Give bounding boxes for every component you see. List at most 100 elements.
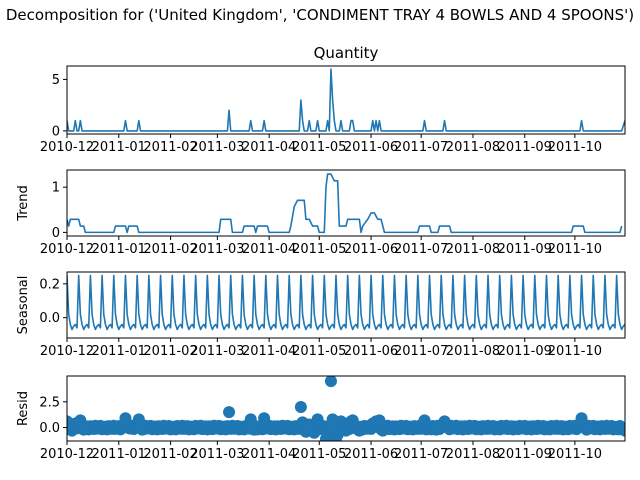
trend-ylabel: Trend [16,185,31,222]
figure-suptitle: Decomposition for ('United Kingdom', 'CO… [6,6,634,24]
observed-series [67,68,625,132]
trend-series [67,173,623,234]
seasonal-line [67,274,625,331]
resid-series [67,376,625,441]
resid-point [294,400,307,413]
observed-xtick-label: 2011-10 [548,140,602,155]
resid-ytick-label: 0.0 [39,421,60,436]
panels: Quantity052010-122011-012011-022011-0320… [16,44,626,462]
resid-ytick-label: 2.5 [39,395,60,410]
resid-ylabel: Resid [16,391,31,426]
panel-trend: Trend012010-122011-012011-022011-032011-… [16,169,626,257]
resid-point [308,426,321,439]
resid-xtick-label: 2011-05 [292,447,346,462]
observed-xtick-label: 2011-06 [344,140,398,155]
trend-xtick-label: 2011-04 [242,242,296,257]
resid-point [418,414,431,427]
resid-point [438,415,451,428]
observed-xtick-label: 2011-03 [190,140,244,155]
seasonal-xtick-label: 2011-01 [92,344,146,359]
trend-xtick-label: 2011-06 [344,242,398,257]
resid-point [619,424,625,437]
seasonal-xtick-label: 2011-06 [344,344,398,359]
panel-resid: Resid0.02.52010-122011-012011-022011-032… [16,375,626,462]
trend-ytick-label: 1 [52,181,60,196]
seasonal-series [67,274,625,331]
resid-point [311,413,324,426]
resid-point [575,412,588,425]
resid-xtick-label: 2011-07 [394,447,448,462]
seasonal-xtick-label: 2011-02 [143,344,197,359]
trend-xtick-label: 2010-12 [40,242,94,257]
seasonal-ytick-label: 0.0 [39,311,60,326]
resid-point [67,424,79,437]
seasonal-xtick-label: 2011-04 [242,344,296,359]
seasonal-xtick-label: 2011-08 [446,344,500,359]
resid-xtick-label: 2011-06 [344,447,398,462]
resid-point [119,412,132,425]
resid-point [376,424,389,437]
resid-point [346,414,359,427]
observed-axes-frame [66,65,626,135]
resid-point [580,423,593,436]
trend-xtick-label: 2011-09 [498,242,552,257]
resid-point [334,415,347,428]
seasonal-xtick-label: 2010-12 [40,344,94,359]
resid-point [248,423,261,436]
seasonal-xtick-label: 2011-07 [394,344,448,359]
trend-xtick-label: 2011-01 [92,242,146,257]
resid-xtick-label: 2011-01 [92,447,146,462]
observed-xtick-label: 2011-05 [292,140,346,155]
trend-ytick-label: 0 [52,226,60,241]
resid-xtick-label: 2011-04 [242,447,296,462]
panel-title: Quantity [314,44,379,62]
observed-ytick-label: 5 [52,73,60,88]
observed-xtick-label: 2011-04 [242,140,296,155]
resid-point [132,413,145,426]
observed-xtick-label: 2011-09 [498,140,552,155]
resid-xtick-label: 2011-02 [143,447,197,462]
resid-point [340,424,352,437]
resid-point [223,406,236,419]
seasonal-axes-frame [66,271,626,339]
observed-xtick-label: 2011-08 [446,140,500,155]
trend-xtick-label: 2011-05 [292,242,346,257]
seasonal-xtick-label: 2011-10 [548,344,602,359]
trend-axes-frame [66,169,626,237]
resid-point [244,413,257,426]
seasonal-xtick-label: 2011-05 [292,344,346,359]
resid-point [324,376,337,388]
resid-axes-frame [66,375,626,442]
trend-xtick-label: 2011-07 [394,242,448,257]
seasonal-xtick-label: 2011-09 [498,344,552,359]
resid-point [74,414,87,427]
observed-xtick-label: 2011-07 [394,140,448,155]
trend-xtick-label: 2011-08 [446,242,500,257]
trend-xtick-label: 2011-02 [143,242,197,257]
observed-xtick-label: 2011-01 [92,140,146,155]
resid-xtick-label: 2011-08 [446,447,500,462]
seasonal-ylabel: Seasonal [16,276,31,335]
trend-xtick-label: 2011-03 [190,242,244,257]
observed-line [67,68,625,132]
resid-point [353,424,366,437]
seasonal-xtick-label: 2011-03 [190,344,244,359]
resid-point [258,412,271,425]
resid-xtick-label: 2011-09 [498,447,552,462]
resid-xtick-label: 2010-12 [40,447,94,462]
resid-point [373,414,386,427]
observed-xtick-label: 2011-02 [143,140,197,155]
resid-xtick-label: 2011-10 [548,447,602,462]
resid-point [136,423,149,436]
resid-xtick-label: 2011-03 [190,447,244,462]
trend-xtick-label: 2011-10 [548,242,602,257]
seasonal-ytick-label: 0.2 [39,277,60,292]
resid-point [430,423,443,436]
resid-point [77,423,90,436]
trend-line [67,173,623,234]
observed-ytick-label: 0 [52,124,60,139]
panel-seasonal: Seasonal 0.00.22010-122011-012011-022011-… [16,271,626,359]
panel-observed: Quantity052010-122011-012011-022011-0320… [40,44,626,155]
observed-xtick-label: 2010-12 [40,140,94,155]
